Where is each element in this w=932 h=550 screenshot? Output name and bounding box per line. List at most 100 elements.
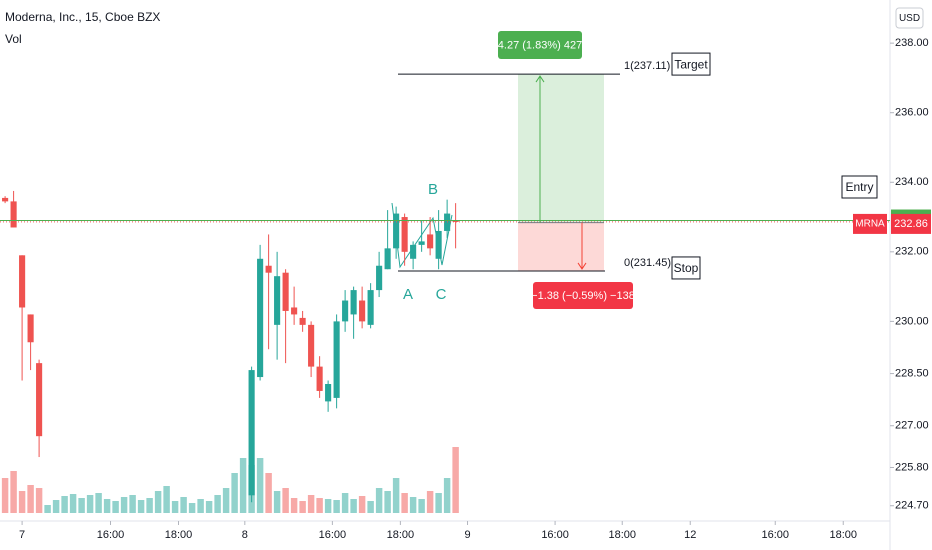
profit-stats: 4.27 (1.83%) 427 [498, 39, 582, 51]
chart-title: Moderna, Inc., 15, Cboe BZX [5, 10, 160, 24]
y-tick-label: 224.70 [895, 500, 929, 512]
target-box [671, 52, 711, 76]
volume-bar [10, 471, 17, 513]
candle-body [274, 276, 281, 325]
volume-bar [324, 499, 332, 513]
x-tick-label: 18:00 [387, 529, 415, 541]
volume-bar [52, 500, 60, 513]
candle-body [325, 384, 332, 402]
volume-bar [163, 486, 170, 513]
volume-bar [426, 491, 434, 513]
loss-stats: −1.38 (−0.59%) −138 [531, 290, 635, 302]
volume-bar [265, 473, 272, 513]
volume-bar [231, 473, 238, 513]
volume-bar [137, 500, 145, 513]
volume-label: Vol [5, 32, 22, 46]
volume-bar [44, 505, 51, 513]
pattern-label: A [403, 286, 413, 303]
volume-bar [409, 497, 417, 513]
loss-arrowhead [577, 262, 587, 270]
volume-bar [27, 485, 34, 513]
candle-body [410, 244, 417, 259]
y-tick-label: 238.00 [895, 37, 929, 49]
candle-body [452, 220, 459, 222]
volume-bar [290, 498, 298, 513]
pattern-label: B [428, 181, 438, 198]
x-tick-label: 16:00 [761, 529, 789, 541]
loss-zone[interactable] [518, 222, 604, 271]
candle-body [435, 230, 442, 259]
y-tick-label: 232.00 [895, 246, 929, 258]
candle-body [367, 290, 374, 325]
y-tick-label: 228.50 [895, 367, 929, 379]
x-tick-label: 16:00 [319, 529, 347, 541]
pattern-label: C [436, 286, 447, 303]
profit-stats-box [498, 31, 582, 59]
volume-bar [316, 498, 323, 513]
volume-bar [61, 496, 68, 513]
volume-bar [86, 495, 94, 513]
volume-bar [103, 499, 111, 513]
x-tick-label: 8 [242, 529, 248, 541]
volume-bar [341, 493, 349, 513]
x-tick-label: 18:00 [165, 529, 193, 541]
candle-body [248, 370, 255, 496]
currency[interactable]: USD [899, 13, 920, 24]
candle-body [401, 217, 408, 252]
candle-body [316, 366, 323, 391]
volume-bar [299, 501, 306, 513]
candle-body [393, 213, 400, 249]
volume-bar [188, 503, 196, 513]
stop-box [671, 256, 701, 280]
x-tick-label: 16:00 [541, 529, 569, 541]
y-tick-label: 227.00 [895, 420, 929, 432]
candle-body [257, 258, 264, 378]
candle-body [350, 290, 357, 315]
y-tick-label: 234.00 [895, 176, 929, 188]
y-tick-label: 236.00 [895, 107, 929, 119]
candle-body [333, 321, 340, 398]
volume-bar [307, 495, 315, 513]
candle-body [384, 248, 391, 270]
entry-box [841, 175, 878, 199]
candle-body [36, 363, 43, 437]
candle-body [27, 314, 34, 343]
candle-body [2, 197, 9, 202]
entry-name: Entry [845, 180, 873, 194]
y-tick-label: 230.00 [895, 315, 929, 327]
volume-bar [1, 478, 9, 513]
volume-bar [350, 499, 357, 513]
volume-bar [392, 478, 400, 513]
volume-bar [443, 478, 451, 513]
candle-body [427, 234, 434, 249]
volume-bar [154, 491, 162, 513]
volume-bar [120, 497, 128, 513]
volume-bar [214, 495, 221, 513]
volume-bar [401, 493, 408, 513]
currency-box[interactable] [895, 7, 924, 29]
volume-bar [256, 458, 264, 513]
volume-bar [180, 497, 187, 513]
candle-body [265, 265, 272, 273]
profit-zone[interactable] [518, 74, 604, 223]
volume-bar [18, 491, 26, 513]
volume-bar [418, 499, 425, 513]
volume-bar [197, 499, 204, 513]
y-tick-label: 225.80 [895, 461, 929, 473]
candle-body [359, 300, 366, 322]
volume-bar [435, 493, 442, 513]
target-name: Target [674, 57, 708, 71]
candle-body [10, 201, 17, 228]
volume-bar [112, 501, 119, 513]
volume-bar [129, 495, 136, 513]
candle-body [342, 300, 349, 322]
candle-body [299, 317, 306, 325]
volume-bar [171, 501, 179, 513]
volume-bar [205, 501, 213, 513]
stop-name: Stop [674, 261, 699, 275]
volume-bar [222, 488, 230, 513]
symbol-box [853, 213, 887, 234]
profit-arrowhead [535, 75, 545, 83]
x-tick-label: 12 [684, 529, 696, 541]
